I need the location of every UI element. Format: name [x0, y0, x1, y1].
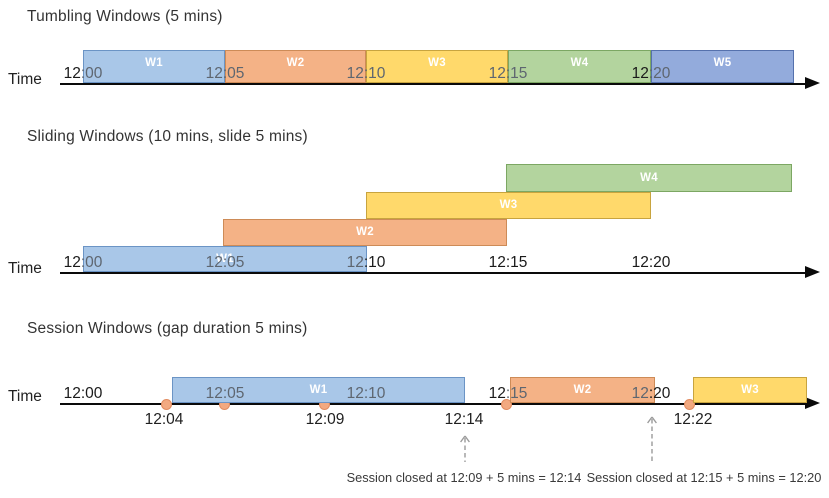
session-close-arrow-icon [458, 434, 472, 464]
tumbling-window-w1: W1 [83, 50, 225, 83]
window-label: W4 [570, 57, 589, 69]
window-label: W2 [286, 57, 305, 69]
tumbling-window-w3: W3 [366, 50, 508, 83]
session-close-annotation-1: Session closed at 12:09 + 5 mins = 12:14 [346, 470, 582, 485]
window-label: W5 [713, 57, 732, 69]
session-window-w2: W2 [510, 377, 655, 403]
session-timeline [60, 403, 806, 405]
event-dot-1215 [501, 399, 512, 410]
window-label: W1 [216, 252, 234, 265]
sliding-tick-1200: 12:00 [63, 254, 103, 271]
tumbling-timeline [60, 83, 806, 85]
window-label: W1 [309, 383, 328, 396]
session-tick-1220: 12:20 [631, 385, 671, 402]
session-tick-1200: 12:00 [63, 385, 103, 402]
window-label: W3 [741, 383, 759, 396]
session-timeline-arrow-icon [805, 397, 820, 409]
event-time-label-1209: 12:09 [305, 411, 345, 428]
sliding-tick-1215: 12:15 [488, 254, 528, 271]
event-dot-1222 [684, 399, 695, 410]
tumbling-tick-1215: 12:15 [488, 65, 528, 82]
sliding-tick-1220: 12:20 [631, 254, 671, 271]
window-label: W2 [573, 383, 592, 396]
window-label: W3 [499, 199, 518, 211]
event-time-label-1204: 12:04 [144, 411, 184, 428]
sliding-tick-1210: 12:10 [346, 254, 386, 271]
sliding-window-w2: W2 [223, 219, 507, 246]
sliding-time-axis-label: Time [8, 260, 42, 277]
session-time-axis-label: Time [8, 388, 42, 405]
window-label: W3 [428, 57, 446, 69]
session-tick-1205: 12:05 [205, 385, 245, 402]
session-close-annotation-2: Session closed at 12:15 + 5 mins = 12:20 [586, 470, 822, 485]
session-window-w1: W1 [172, 377, 465, 403]
tumbling-tick-1200: 12:00 [63, 65, 103, 82]
sliding-timeline-arrow-icon [805, 266, 820, 278]
sliding-tick-1205: 12:05 [205, 254, 245, 271]
window-label: W1 [145, 57, 163, 69]
tumbling-time-axis-label: Time [8, 71, 42, 88]
tumbling-window-w2: W2 [225, 50, 366, 83]
event-dot-1204 [161, 399, 172, 410]
session-section-title: Session Windows (gap duration 5 mins) [27, 320, 308, 337]
tumbling-tick-1210: 12:10 [346, 65, 386, 82]
event-time-label-1214: 12:14 [444, 411, 484, 428]
window-label: W2 [356, 226, 374, 238]
sliding-section-title: Sliding Windows (10 mins, slide 5 mins) [27, 128, 308, 145]
session-tick-1215: 12:15 [488, 385, 528, 402]
tumbling-timeline-arrow-icon [805, 77, 820, 89]
window-label: W4 [640, 171, 658, 184]
session-close-arrow-icon [645, 415, 659, 464]
sliding-window-w1: W1 [83, 246, 367, 272]
session-tick-1210: 12:10 [346, 385, 386, 402]
sliding-window-w4: W4 [506, 164, 792, 192]
session-window-w3: W3 [693, 377, 807, 403]
tumbling-section-title: Tumbling Windows (5 mins) [27, 8, 223, 25]
tumbling-tick-1220: 12:20 [631, 65, 671, 82]
tumbling-window-w5: W5 [651, 50, 794, 83]
event-time-label-1222: 12:22 [673, 411, 713, 428]
tumbling-window-w4: W4 [508, 50, 651, 83]
tumbling-tick-1205: 12:05 [205, 65, 245, 82]
sliding-timeline [60, 272, 806, 274]
sliding-window-w3: W3 [366, 192, 651, 219]
